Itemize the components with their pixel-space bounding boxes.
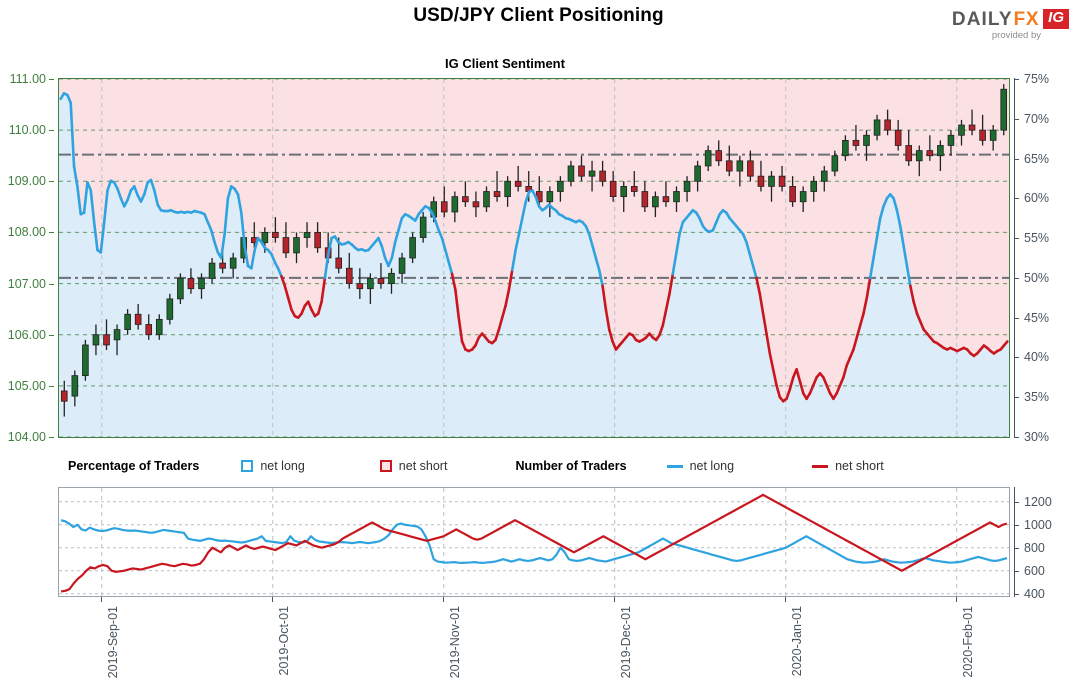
legend-item-pct-net-short[interactable]: net short	[379, 459, 448, 473]
sentiment-tick-label: 60%	[1024, 191, 1050, 206]
date-tick-mark	[955, 597, 957, 602]
sentiment-axis-right: 30% 35% 40% 45% 50% 55% 60% 65% 70% 75%	[1014, 72, 1074, 444]
price-tick-label: 111.00	[9, 72, 46, 86]
date-tick-label: 2019-Nov-01	[447, 606, 462, 679]
price-tick-label: 109.00	[7, 174, 46, 189]
price-tick-mark	[49, 232, 54, 234]
legend-item-pct-net-long[interactable]: net long	[241, 459, 305, 473]
page-title: USD/JPY Client Positioning	[413, 5, 664, 26]
traders-axis-right: 400 600 800 1000 1200	[1014, 487, 1074, 601]
price-axis-left: 104.00 105.00 106.00 107.00 108.00 109.00 110.…	[0, 72, 54, 444]
sentiment-tick-mark	[1014, 198, 1019, 200]
date-tick-label: 2019-Sep-01	[105, 606, 120, 679]
axis-sub-line	[1014, 487, 1015, 597]
traders-tick-label: 400	[1024, 586, 1045, 601]
date-tick-mark	[613, 597, 615, 602]
net-short-box-swatch-icon	[379, 460, 392, 472]
date-tick-label: 2020-Feb-01	[960, 606, 975, 678]
date-tick-label: 2019-Dec-01	[618, 606, 633, 679]
chart-subtitle: IG Client Sentiment	[445, 56, 565, 71]
price-tick-label: 105.00	[7, 378, 46, 393]
sentiment-tick-label: 70%	[1024, 111, 1050, 126]
sentiment-tick-label: 75%	[1024, 72, 1050, 86]
price-sentiment-svg	[59, 79, 1009, 437]
axis-right-line	[1014, 78, 1015, 438]
x-axis-dates: 2019-Sep-01 2019-Oct-01 2019-Nov-01 2019-De…	[0, 597, 1077, 687]
sentiment-tick-label: 35%	[1024, 390, 1050, 405]
date-tick-mark	[271, 597, 273, 602]
traders-tick-mark	[1014, 593, 1019, 595]
sentiment-tick-mark	[1014, 317, 1019, 319]
sentiment-tick-label: 50%	[1024, 270, 1050, 285]
price-sentiment-chart	[58, 78, 1010, 438]
legend-item-num-net-long[interactable]: net long	[666, 459, 735, 473]
chart-legend: Percentage of Traders net long net short…	[68, 456, 1008, 476]
date-tick-mark	[100, 597, 102, 602]
sentiment-tick-mark	[1014, 158, 1019, 160]
legend-label-pct-net-short: net short	[398, 459, 448, 473]
traders-tick-label: 1200	[1024, 494, 1052, 509]
sentiment-tick-label: 45%	[1024, 310, 1050, 325]
traders-tick-mark	[1014, 570, 1019, 572]
price-tick-label: 106.00	[7, 327, 46, 342]
traders-tick-label: 800	[1024, 540, 1045, 555]
logo-ig-badge: IG	[1043, 9, 1069, 29]
price-tick-label: 108.00	[7, 225, 46, 240]
date-tick-mark	[442, 597, 444, 602]
sentiment-tick-mark	[1014, 118, 1019, 120]
number-of-traders-chart	[58, 487, 1010, 597]
net-long-box-swatch-icon	[241, 460, 254, 472]
price-tick-mark	[49, 130, 54, 132]
net-long-line-swatch-icon	[666, 464, 683, 468]
price-tick-mark	[49, 181, 54, 183]
date-tick-mark	[784, 597, 786, 602]
sentiment-tick-label: 65%	[1024, 151, 1050, 166]
legend-group-percentage-title: Percentage of Traders	[68, 459, 200, 473]
sentiment-tick-label: 40%	[1024, 350, 1050, 365]
sentiment-tick-mark	[1014, 437, 1019, 438]
sentiment-tick-mark	[1014, 238, 1019, 240]
price-tick-label: 107.00	[7, 276, 46, 291]
logo-provided-by-text: provided by	[991, 29, 1041, 41]
price-tick-label: 110.00	[8, 123, 46, 138]
sentiment-tick-mark	[1014, 277, 1019, 279]
net-short-line-swatch-icon	[812, 464, 829, 468]
traders-tick-label: 600	[1024, 563, 1045, 578]
legend-item-num-net-short[interactable]: net short	[812, 459, 884, 473]
legend-label-num-net-short: net short	[835, 459, 884, 473]
traders-tick-mark	[1014, 501, 1019, 503]
date-tick-label: 2020-Jan-01	[789, 606, 804, 677]
dailyfx-logo: DAILY FX IG provided by	[921, 6, 1069, 44]
legend-label-pct-net-long: net long	[260, 459, 305, 473]
price-tick-label: 104.00	[7, 430, 46, 444]
logo-daily-text: DAILY	[951, 8, 1013, 30]
legend-group-number-title: Number of Traders	[515, 459, 627, 473]
price-tick-mark	[49, 283, 54, 285]
sentiment-tick-mark	[1014, 79, 1019, 80]
legend-label-num-net-long: net long	[689, 459, 735, 473]
sentiment-tick-mark	[1014, 357, 1019, 359]
price-tick-mark	[49, 437, 54, 438]
sentiment-tick-mark	[1014, 397, 1019, 399]
traders-tick-mark	[1014, 547, 1019, 549]
price-tick-mark	[49, 334, 54, 336]
traders-tick-mark	[1014, 524, 1019, 526]
number-of-traders-svg	[59, 488, 1009, 596]
sentiment-tick-label: 55%	[1024, 231, 1050, 246]
sentiment-tick-label: 30%	[1024, 430, 1050, 444]
traders-tick-label: 1000	[1024, 517, 1052, 532]
date-tick-label: 2019-Oct-01	[276, 606, 291, 676]
logo-fx-text: FX	[1013, 8, 1040, 30]
price-tick-mark	[49, 79, 54, 80]
price-tick-mark	[49, 385, 54, 387]
